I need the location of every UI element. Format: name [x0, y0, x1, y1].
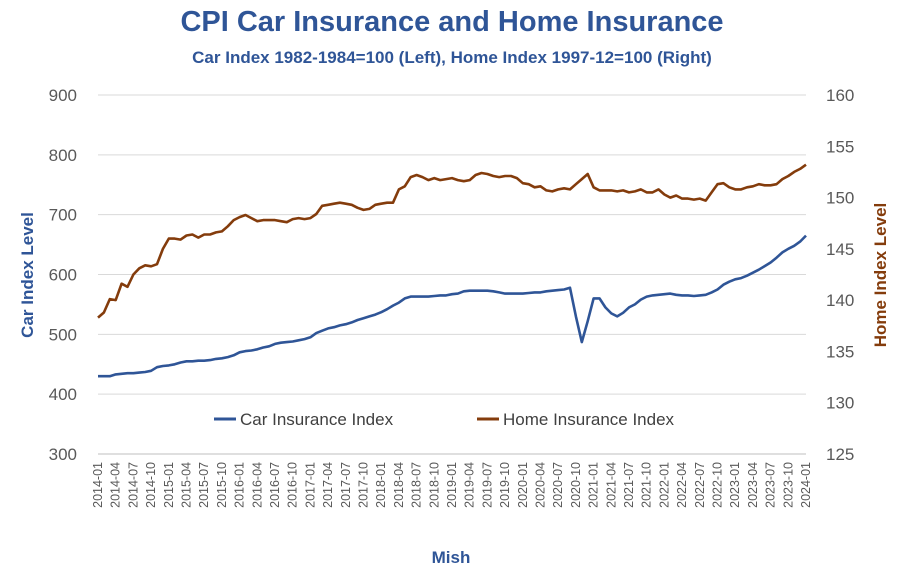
x-tick-label: 2016-04: [250, 462, 264, 508]
left-tick-label: 800: [49, 146, 77, 165]
x-tick-label: 2014-10: [144, 462, 158, 508]
right-tick-label: 160: [826, 86, 854, 105]
x-tick-label: 2022-10: [711, 462, 725, 508]
series-line-car-insurance: [98, 234, 807, 378]
x-tick-label: 2017-10: [357, 462, 371, 508]
right-tick-label: 155: [826, 137, 854, 156]
x-tick-label: 2014-07: [126, 462, 140, 508]
x-tick-label: 2017-01: [303, 462, 317, 508]
x-tick-label: 2020-07: [551, 462, 565, 508]
x-tick-label: 2018-10: [427, 462, 441, 508]
x-tick-label: 2020-04: [534, 462, 548, 508]
right-axis-title: Home Index Level: [871, 203, 890, 348]
x-tick-label: 2021-07: [622, 462, 636, 508]
x-tick-label: 2021-04: [604, 462, 618, 508]
x-tick-label: 2022-04: [675, 462, 689, 508]
x-tick-label: 2020-10: [569, 462, 583, 508]
x-tick-label: 2014-04: [109, 462, 123, 508]
legend-label: Car Insurance Index: [240, 410, 394, 429]
x-tick-label: 2016-10: [286, 462, 300, 508]
x-tick-label: 2016-07: [268, 462, 282, 508]
left-axis-title: Car Index Level: [18, 212, 37, 338]
left-tick-label: 600: [49, 266, 77, 285]
x-tick-label: 2019-04: [463, 462, 477, 508]
left-tick-label: 400: [49, 385, 77, 404]
x-tick-label: 2017-07: [339, 462, 353, 508]
x-tick-label: 2015-04: [180, 462, 194, 508]
left-tick-label: 900: [49, 86, 77, 105]
legend: Car Insurance Index Home Insurance Index: [214, 410, 675, 429]
x-tick-label: 2018-04: [392, 462, 406, 508]
right-tick-label: 130: [826, 394, 854, 413]
x-tick-label: 2022-07: [693, 462, 707, 508]
x-tick-label: 2015-07: [197, 462, 211, 508]
x-tick-label: 2021-10: [640, 462, 654, 508]
legend-label: Home Insurance Index: [503, 410, 675, 429]
right-tick-label: 135: [826, 342, 854, 361]
x-tick-label: 2021-01: [587, 462, 601, 508]
x-tick-label: 2018-07: [410, 462, 424, 508]
x-tick-label: 2023-04: [746, 462, 760, 508]
series-lines: [97, 163, 807, 378]
x-tick-label: 2016-01: [233, 462, 247, 508]
x-tick-label: 2015-10: [215, 462, 229, 508]
left-tick-label: 300: [49, 445, 77, 464]
gridlines: [98, 94, 806, 455]
x-tick-label: 2019-10: [498, 462, 512, 508]
x-tick-label: 2022-01: [657, 462, 671, 508]
x-axis-ticks: 2014-01 2014-04 2014-07 2014-10 2015-01 2015-…: [91, 453, 813, 508]
chart-subtitle: Car Index 1982-1984=100 (Left), Home Ind…: [192, 48, 712, 67]
x-tick-label: 2017-04: [321, 462, 335, 508]
x-tick-label: 2023-07: [764, 462, 778, 508]
right-tick-label: 145: [826, 240, 854, 259]
x-axis-title: Mish: [432, 548, 471, 567]
x-tick-label: 2023-10: [781, 462, 795, 508]
left-axis-ticks: 300 400 500 600 700 800 900: [49, 86, 77, 464]
chart-title: CPI Car Insurance and Home Insurance: [180, 6, 724, 38]
right-tick-label: 150: [826, 189, 854, 208]
x-tick-label: 2015-01: [162, 462, 176, 508]
x-tick-label: 2019-07: [480, 462, 494, 508]
left-tick-label: 500: [49, 325, 77, 344]
right-axis-ticks: 125 130 135 140 145 150 155 160: [826, 86, 854, 464]
left-tick-label: 700: [49, 206, 77, 225]
x-tick-label: 2018-01: [374, 462, 388, 508]
right-tick-label: 140: [826, 291, 854, 310]
series-line-home-insurance: [97, 163, 807, 319]
x-tick-label: 2020-01: [516, 462, 530, 508]
x-tick-label: 2023-01: [728, 462, 742, 508]
x-tick-label: 2019-01: [445, 462, 459, 508]
right-tick-label: 125: [826, 445, 854, 464]
x-tick-label: 2024-01: [799, 462, 813, 508]
x-tick-label: 2014-01: [91, 462, 105, 508]
